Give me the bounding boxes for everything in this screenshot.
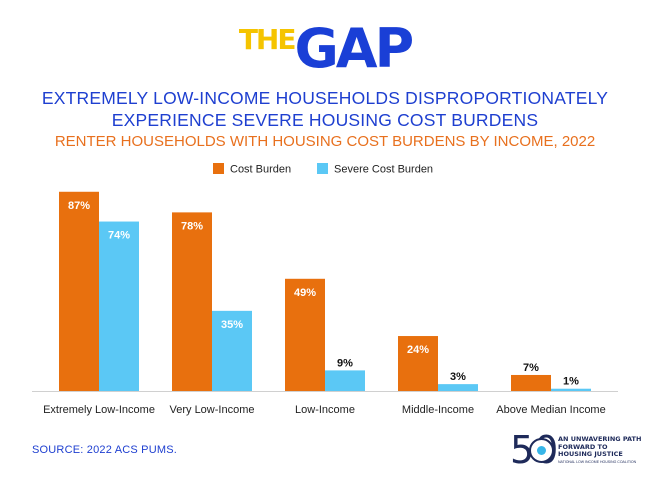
data-label-1-2: 9%	[337, 357, 353, 369]
the-gap-logo: THEGAP	[0, 22, 650, 76]
source-note: SOURCE: 2022 ACS PUMS.	[32, 444, 178, 456]
data-label-0-4: 7%	[523, 362, 539, 374]
bar-cost-burden-1	[172, 212, 212, 391]
data-label-0-1: 78%	[181, 220, 203, 232]
badge-tagline: AN UNWAVERING PATH FORWARD TO HOUSING JU…	[558, 435, 642, 458]
bar-severe-cost-burden-3	[438, 384, 478, 391]
data-label-0-2: 49%	[294, 287, 316, 299]
data-label-1-3: 3%	[450, 371, 466, 383]
logo-prefix: THE	[238, 23, 297, 56]
category-label-1: Very Low-Income	[170, 404, 255, 416]
bar-severe-cost-burden-4	[551, 388, 591, 391]
category-label-2: Low-Income	[295, 404, 355, 416]
category-label-3: Middle-Income	[402, 404, 474, 416]
bar-severe-cost-burden-1	[212, 310, 252, 391]
category-label-0: Extremely Low-Income	[43, 404, 155, 416]
category-label-4: Above Median Income	[496, 404, 605, 416]
chart-title-line1: EXTREMELY LOW-INCOME HOUSEHOLDS DISPROPO…	[41, 88, 609, 108]
data-label-1-4: 1%	[563, 376, 579, 388]
data-label-1-1: 35%	[221, 319, 243, 331]
legend-label-1: Severe Cost Burden	[334, 164, 433, 176]
bar-cost-burden-4	[511, 374, 551, 391]
seal-icon	[529, 438, 554, 463]
bar-cost-burden-3	[398, 336, 438, 391]
bar-cost-burden-0	[59, 191, 99, 391]
chart-title-line2: EXPERIENCE SEVERE HOUSING COST BURDENS	[111, 110, 539, 130]
badge-fine-print: NATIONAL LOW INCOME HOUSING COALITION	[558, 460, 637, 464]
legend-swatch-1	[317, 163, 328, 174]
data-label-0-3: 24%	[407, 344, 429, 356]
data-label-1-0: 74%	[108, 230, 130, 242]
logo-main: GAP	[294, 17, 414, 80]
bar-severe-cost-burden-0	[99, 221, 139, 391]
bar-cost-burden-2	[285, 278, 325, 391]
anniversary-badge: 50 AN UNWAVERING PATH FORWARD TO HOUSING…	[510, 428, 642, 472]
chart-subtitle: RENTER HOUSEHOLDS WITH HOUSING COST BURD…	[54, 133, 596, 150]
legend-swatch-0	[213, 163, 224, 174]
bar-chart: Cost Burden Severe Cost Burden 87% 74% Extre…	[32, 163, 618, 416]
data-label-0-0: 87%	[68, 200, 90, 212]
legend-label-0: Cost Burden	[230, 164, 291, 176]
bar-severe-cost-burden-2	[325, 370, 365, 391]
